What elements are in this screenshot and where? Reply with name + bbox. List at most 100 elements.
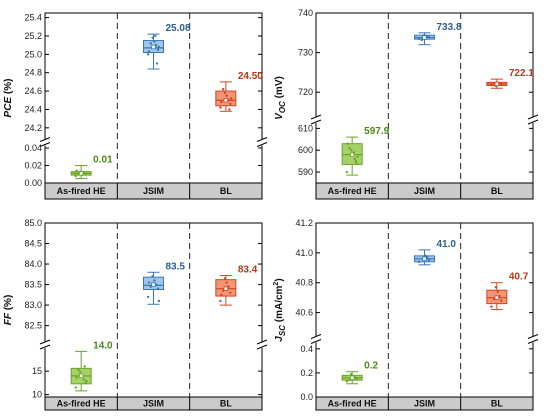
- mean-marker: [78, 171, 84, 176]
- y-tick-label: 41.0: [295, 248, 313, 258]
- axis-break-mark: [256, 339, 268, 345]
- data-point: [77, 368, 80, 371]
- data-point: [424, 254, 427, 258]
- mean-marker: [349, 375, 355, 380]
- axis-break-mark: [310, 119, 322, 125]
- mean-value-label: 0.2: [364, 361, 378, 372]
- data-point: [496, 290, 499, 293]
- mean-marker: [151, 44, 156, 50]
- data-point: [228, 108, 231, 111]
- mean-marker: [349, 152, 355, 158]
- category-label: BL: [220, 399, 232, 409]
- box-as-fired-he: 0.01: [70, 155, 113, 180]
- data-point: [345, 380, 348, 383]
- data-point: [84, 381, 87, 385]
- data-point: [75, 376, 78, 379]
- data-point: [156, 287, 160, 290]
- y-tick-label: 40.8: [295, 278, 313, 288]
- data-point: [353, 157, 357, 161]
- data-point: [225, 94, 228, 97]
- y-tick-label: 730: [298, 48, 313, 58]
- mean-value-label: 0.01: [93, 155, 113, 166]
- y-tick-label: 25.4: [24, 13, 42, 23]
- axis-break-mark: [39, 137, 51, 142]
- axis-break-gap: [256, 342, 268, 348]
- axis-break-gap: [39, 139, 51, 146]
- box-jsim: 83.5: [143, 261, 185, 305]
- data-point: [151, 36, 154, 39]
- box-bl: 24.50: [215, 71, 263, 112]
- y-tick-label: 0.2: [300, 368, 313, 378]
- data-point: [350, 372, 353, 376]
- box-jsim: 25.08: [143, 23, 191, 70]
- category-label: JSIM: [143, 399, 164, 409]
- mean-marker: [223, 98, 229, 103]
- chart-panel-3: 82.5 83.0 83.5 84.0 84.5 85.0 10 15 FF (%) As-fir…: [3, 218, 268, 411]
- data-point: [74, 174, 77, 178]
- data-point: [157, 299, 161, 303]
- y-tick-label: 0.00: [24, 178, 42, 188]
- axis-break-mark: [527, 334, 539, 339]
- axis-break-mark: [527, 339, 539, 344]
- data-point: [147, 50, 151, 53]
- y-tick-label: 83.0: [24, 300, 42, 310]
- data-point: [350, 149, 353, 152]
- y-tick-label: 41.2: [295, 218, 313, 228]
- data-point: [225, 281, 228, 284]
- category-label: JSIM: [414, 399, 435, 409]
- box-as-fired-he: 14.0: [70, 340, 113, 392]
- y-tick-label: 24.4: [24, 104, 42, 114]
- axis-break-mark: [39, 142, 51, 147]
- y-tick-label: 24.8: [24, 68, 42, 78]
- mean-value-label: 83.4: [238, 265, 258, 276]
- data-point: [427, 259, 431, 262]
- data-point: [223, 91, 227, 95]
- y-tick-label: 720: [298, 87, 313, 97]
- data-point: [490, 83, 493, 87]
- data-point: [221, 88, 225, 91]
- category-label: As-fired HE: [328, 399, 377, 409]
- mean-marker: [422, 35, 427, 40]
- mean-value-label: 733.8: [437, 22, 462, 33]
- y-tick-label: 25.2: [24, 31, 42, 41]
- box-as-fired-he: 0.2: [341, 361, 379, 385]
- mean-value-label: 24.50: [238, 71, 263, 82]
- y-tick-label: 600: [298, 145, 313, 155]
- data-point: [75, 169, 78, 172]
- data-point: [355, 162, 358, 165]
- axis-break-gap: [527, 336, 539, 343]
- axis-break-gap: [256, 139, 268, 146]
- data-point: [355, 377, 358, 381]
- data-point: [155, 62, 159, 65]
- data-point: [153, 279, 156, 282]
- data-point: [223, 277, 227, 280]
- data-point: [156, 48, 160, 51]
- box-bl: 40.7: [486, 272, 529, 311]
- axis-break-mark: [39, 339, 51, 345]
- data-point: [219, 106, 222, 109]
- y-axis-label: JSC (mA/cm2): [273, 278, 287, 341]
- y-tick-label: 0.02: [24, 161, 42, 171]
- data-point: [151, 275, 154, 278]
- axis-break-mark: [256, 142, 268, 147]
- data-point: [146, 295, 150, 299]
- chart-panel-2: 720 730 740 590 600 610 VOC (mV) As-fired HE JSI…: [274, 8, 539, 200]
- y-tick-label: 25.0: [24, 49, 42, 59]
- y-tick-label: 590: [298, 167, 313, 177]
- category-label: As-fired HE: [328, 186, 377, 196]
- category-label: JSIM: [143, 186, 164, 196]
- data-point: [154, 34, 157, 38]
- y-tick-label: 0.0: [300, 392, 313, 402]
- mean-value-label: 40.7: [509, 272, 529, 283]
- category-label: BL: [491, 399, 503, 409]
- data-point: [427, 35, 431, 39]
- plot-frame: [315, 222, 534, 398]
- axis-break-mark: [310, 334, 322, 339]
- category-label: As-fired HE: [57, 186, 106, 196]
- data-point: [82, 378, 86, 381]
- y-axis-label: FF (%): [3, 295, 14, 326]
- box-bl: 83.4: [215, 265, 258, 306]
- mean-marker: [422, 256, 427, 262]
- plot-frame: [44, 222, 263, 398]
- axis-break-mark: [527, 119, 539, 125]
